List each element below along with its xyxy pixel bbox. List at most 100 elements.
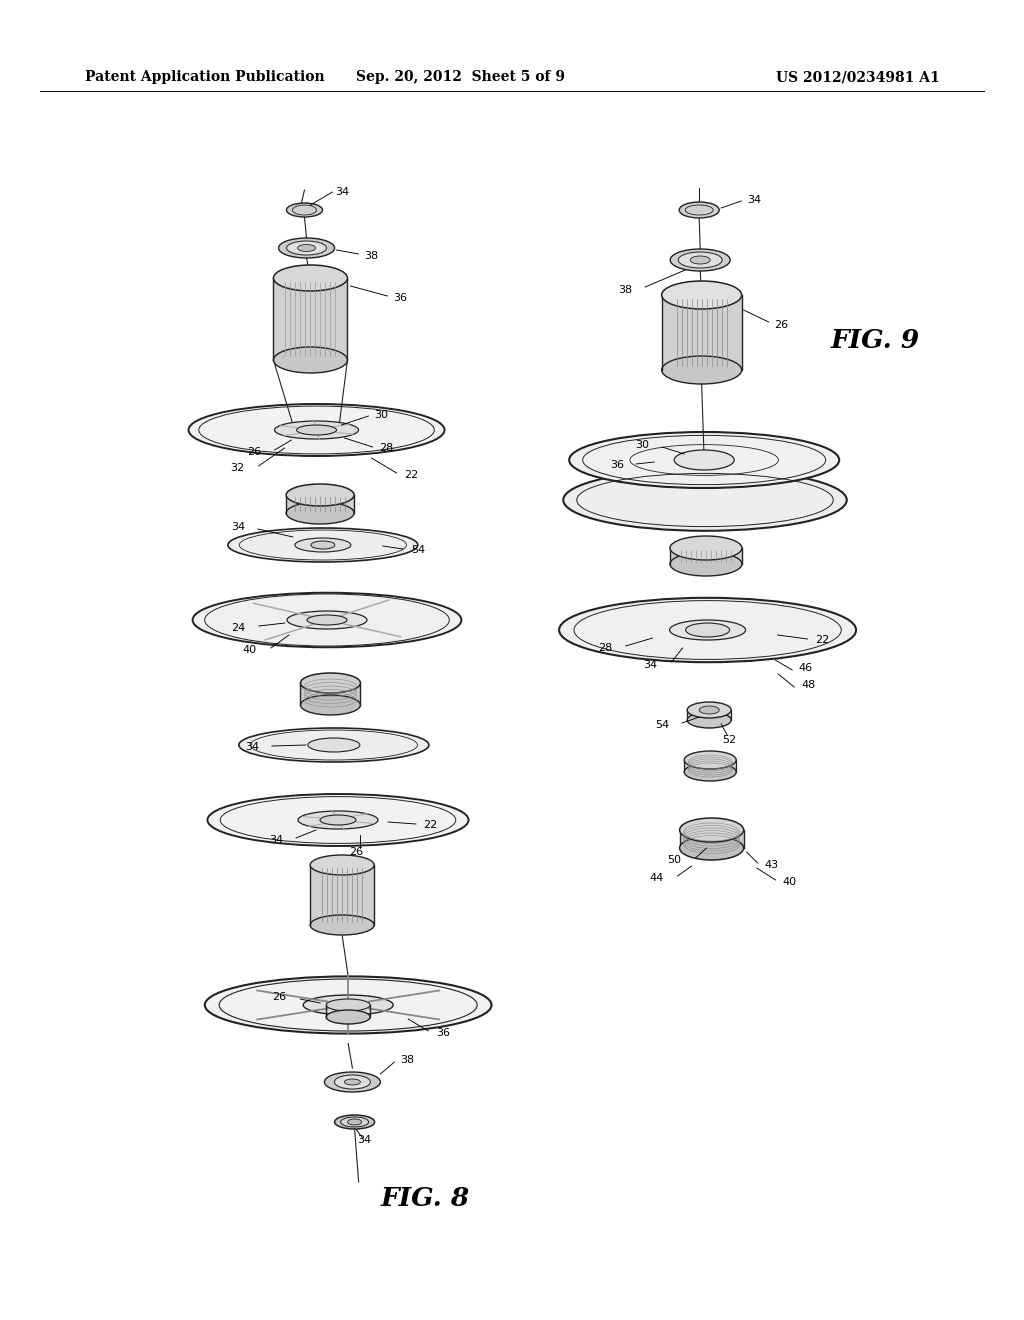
Text: 36: 36: [393, 293, 408, 304]
Ellipse shape: [307, 615, 347, 624]
Ellipse shape: [341, 1117, 369, 1127]
Text: 54: 54: [411, 545, 425, 554]
Polygon shape: [273, 279, 347, 360]
Text: FIG. 9: FIG. 9: [830, 329, 921, 352]
Ellipse shape: [205, 977, 492, 1034]
Text: US 2012/0234981 A1: US 2012/0234981 A1: [776, 70, 940, 84]
Polygon shape: [286, 495, 354, 513]
Text: 34: 34: [336, 187, 349, 197]
Text: 50: 50: [668, 855, 682, 865]
Ellipse shape: [662, 356, 741, 384]
Text: 22: 22: [423, 820, 437, 830]
Ellipse shape: [335, 1115, 375, 1129]
Ellipse shape: [273, 347, 347, 374]
Ellipse shape: [687, 711, 731, 729]
Ellipse shape: [327, 1010, 370, 1024]
Text: 40: 40: [243, 645, 257, 655]
Polygon shape: [684, 760, 736, 772]
Text: 38: 38: [400, 1055, 415, 1065]
Ellipse shape: [670, 249, 730, 271]
Ellipse shape: [687, 702, 731, 718]
Ellipse shape: [298, 810, 378, 829]
Ellipse shape: [298, 244, 315, 252]
Polygon shape: [680, 830, 743, 847]
Text: 22: 22: [404, 470, 419, 480]
Ellipse shape: [559, 598, 856, 663]
Text: 36: 36: [610, 459, 625, 470]
Ellipse shape: [670, 620, 745, 640]
Text: 48: 48: [801, 680, 815, 690]
Text: 38: 38: [365, 251, 379, 261]
Ellipse shape: [563, 469, 847, 531]
Text: 54: 54: [655, 719, 670, 730]
Polygon shape: [662, 294, 741, 370]
Ellipse shape: [193, 593, 462, 647]
Ellipse shape: [295, 539, 351, 552]
Ellipse shape: [228, 528, 418, 562]
Ellipse shape: [279, 238, 335, 257]
Ellipse shape: [680, 836, 743, 861]
Ellipse shape: [310, 915, 374, 935]
Ellipse shape: [684, 751, 736, 770]
Ellipse shape: [690, 256, 711, 264]
Text: 26: 26: [248, 447, 261, 457]
Text: 34: 34: [269, 836, 283, 845]
Ellipse shape: [308, 738, 359, 752]
Text: 40: 40: [782, 876, 797, 887]
Text: 30: 30: [635, 440, 649, 450]
Text: 38: 38: [618, 285, 632, 294]
Text: 28: 28: [598, 643, 612, 653]
Ellipse shape: [188, 404, 444, 455]
Ellipse shape: [335, 1074, 371, 1089]
Ellipse shape: [287, 242, 327, 255]
Ellipse shape: [300, 673, 360, 693]
Ellipse shape: [208, 795, 469, 846]
Ellipse shape: [686, 623, 729, 638]
Ellipse shape: [678, 252, 722, 268]
Text: 30: 30: [375, 411, 388, 420]
Ellipse shape: [297, 425, 337, 436]
Ellipse shape: [347, 1119, 361, 1125]
Ellipse shape: [286, 502, 354, 524]
Polygon shape: [687, 710, 731, 719]
Ellipse shape: [679, 202, 719, 218]
Ellipse shape: [319, 814, 356, 825]
Text: 26: 26: [774, 319, 788, 330]
Text: 34: 34: [245, 742, 259, 752]
Ellipse shape: [569, 432, 840, 488]
Ellipse shape: [325, 1072, 380, 1092]
Text: 43: 43: [765, 861, 778, 870]
Ellipse shape: [300, 696, 360, 715]
Text: 26: 26: [272, 993, 286, 1002]
Text: 34: 34: [748, 195, 761, 205]
Ellipse shape: [344, 1078, 360, 1085]
Ellipse shape: [670, 536, 742, 560]
Polygon shape: [670, 548, 742, 564]
Text: 26: 26: [349, 847, 364, 857]
Text: 32: 32: [230, 463, 245, 473]
Text: 46: 46: [798, 663, 812, 673]
Text: Sep. 20, 2012  Sheet 5 of 9: Sep. 20, 2012 Sheet 5 of 9: [355, 70, 564, 84]
Ellipse shape: [311, 541, 335, 549]
Text: 28: 28: [380, 444, 393, 453]
Ellipse shape: [273, 265, 347, 290]
Text: 36: 36: [436, 1028, 451, 1038]
Ellipse shape: [684, 763, 736, 781]
Ellipse shape: [239, 729, 429, 762]
Ellipse shape: [303, 995, 393, 1015]
Text: 52: 52: [722, 735, 736, 744]
Ellipse shape: [287, 611, 367, 630]
Ellipse shape: [680, 818, 743, 842]
Text: 22: 22: [815, 635, 829, 645]
Ellipse shape: [310, 855, 374, 875]
Polygon shape: [300, 682, 360, 705]
Ellipse shape: [670, 552, 742, 576]
Ellipse shape: [662, 281, 741, 309]
Ellipse shape: [274, 421, 358, 440]
Ellipse shape: [327, 999, 370, 1011]
Text: 34: 34: [643, 660, 657, 671]
Ellipse shape: [699, 706, 719, 714]
Text: FIG. 8: FIG. 8: [380, 1187, 470, 1210]
Ellipse shape: [287, 203, 323, 216]
Polygon shape: [310, 865, 374, 925]
